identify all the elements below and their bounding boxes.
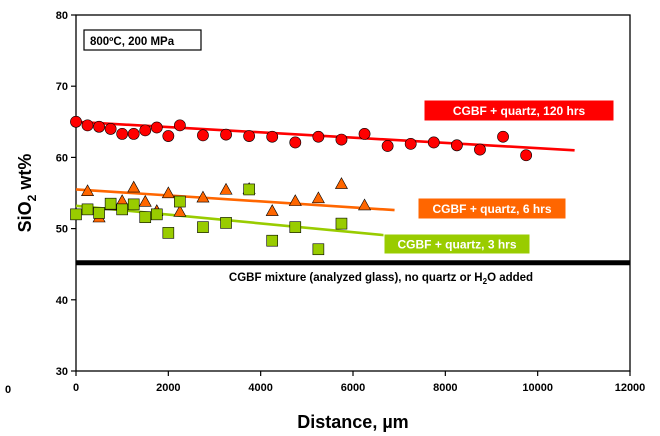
x-tick-label: 10000 [522, 382, 553, 394]
y-axis-title-sub: 2 [25, 194, 39, 201]
y-tick-label: 60 [56, 152, 68, 164]
data-point-series-1 [173, 119, 186, 132]
data-point-series-1 [358, 128, 371, 140]
data-point-series-1 [104, 123, 117, 135]
data-point-series-3 [70, 208, 82, 221]
x-tick-label: 6000 [341, 382, 365, 394]
data-point-series-3 [335, 217, 348, 230]
data-point-series-1 [450, 139, 463, 152]
data-point-series-1 [139, 124, 152, 137]
data-point-series-3 [93, 207, 105, 219]
x-axis-title: Distance, µm [297, 412, 408, 432]
condition-annotation-box [83, 29, 202, 51]
reference-line-label-pre: CGBF mixture (analyzed glass), no quartz… [229, 272, 483, 284]
data-point-series-1 [150, 121, 163, 134]
data-point-series-1 [220, 128, 232, 141]
data-point-series-1 [93, 120, 105, 133]
data-point-series-1 [312, 130, 325, 143]
data-point-series-1 [243, 130, 256, 142]
data-point-series-2 [334, 177, 348, 189]
data-point-series-1 [127, 128, 140, 140]
x-tick-label: 0 [73, 382, 79, 394]
data-point-series-1 [427, 136, 440, 149]
data-point-series-3 [162, 227, 175, 239]
reference-line-label: CGBF mixture (analyzed glass), no quartz… [229, 272, 533, 286]
data-point-series-2 [288, 194, 302, 206]
data-point-series-3 [116, 203, 128, 216]
y-tick-label: 40 [56, 295, 68, 307]
data-point-series-2 [219, 182, 233, 195]
series-label-box-1 [423, 99, 615, 122]
data-point-series-2 [311, 191, 325, 204]
data-point-series-1 [116, 128, 129, 140]
condition-annotation: 800ºC, 200 MPa [83, 29, 202, 51]
data-point-series-1 [289, 136, 302, 149]
data-point-series-1 [520, 149, 533, 162]
data-point-series-2 [173, 204, 187, 217]
x-tick-label: 2000 [156, 382, 180, 394]
data-point-series-3 [220, 217, 232, 229]
data-point-series-3 [312, 243, 325, 256]
data-point-series-1 [70, 115, 82, 128]
trend-line-series-2 [75, 188, 395, 212]
series-label-box-3 [383, 233, 531, 255]
data-point-series-2 [358, 198, 372, 211]
data-point-series-1 [497, 130, 509, 143]
data-point-series-3 [266, 234, 279, 247]
data-point-series-3 [104, 197, 117, 210]
data-point-series-2 [81, 184, 95, 196]
data-point-series-3 [150, 208, 163, 221]
data-point-series-3 [289, 221, 302, 233]
data-point-series-3 [243, 183, 255, 196]
y-axis-title-main: SiO [15, 201, 35, 232]
data-points [70, 115, 533, 256]
data-point-series-1 [81, 119, 94, 132]
trend-line-series-3 [75, 204, 391, 238]
data-point-series-3 [174, 195, 186, 208]
data-point-series-3 [197, 221, 209, 233]
data-point-series-1 [197, 129, 209, 142]
data-point-series-3 [81, 203, 94, 216]
y-tick-label: 30 [56, 366, 68, 378]
data-point-series-1 [266, 130, 279, 143]
reference-line-label-sub: 2 [483, 277, 488, 286]
y-axis-title: SiO2 wt% [15, 154, 39, 233]
data-point-series-2 [161, 186, 175, 199]
data-point-series-3 [127, 198, 140, 211]
reference-line-group: CGBF mixture (analyzed glass), no quartz… [76, 260, 630, 286]
plot-area-frame [75, 14, 631, 372]
data-point-series-1 [335, 133, 348, 146]
x-tick-label: 12000 [615, 382, 646, 394]
data-point-series-1 [381, 140, 394, 152]
reference-line-label-post: O added [487, 272, 533, 284]
y-axis-title-rest: wt% [15, 154, 35, 195]
series-label-3: CGBF + quartz, 3 hrs [397, 238, 516, 252]
series-label-box-2 [417, 197, 567, 220]
y-tick-label: 80 [56, 10, 68, 22]
data-point-series-2 [265, 204, 279, 216]
series-label-1: CGBF + quartz, 120 hrs [453, 104, 586, 118]
data-point-series-2 [196, 190, 210, 203]
extra-left-tick-label: 0 [5, 384, 11, 396]
data-point-series-1 [162, 130, 175, 142]
data-point-series-3 [139, 211, 152, 224]
x-tick-label: 8000 [433, 382, 457, 394]
condition-annotation-text: 800ºC, 200 MPa [90, 36, 175, 48]
series-label-2: CGBF + quartz, 6 hrs [432, 202, 551, 216]
data-point-series-1 [404, 137, 417, 150]
data-point-series-1 [474, 143, 486, 156]
data-point-series-2 [138, 194, 152, 207]
data-point-series-2 [127, 180, 141, 193]
y-tick-label: 50 [56, 224, 68, 236]
x-tick-label: 4000 [248, 382, 272, 394]
y-tick-label: 70 [56, 81, 68, 93]
series-labels: CGBF + quartz, 120 hrs CGBF + quartz, 6 h… [383, 99, 615, 255]
